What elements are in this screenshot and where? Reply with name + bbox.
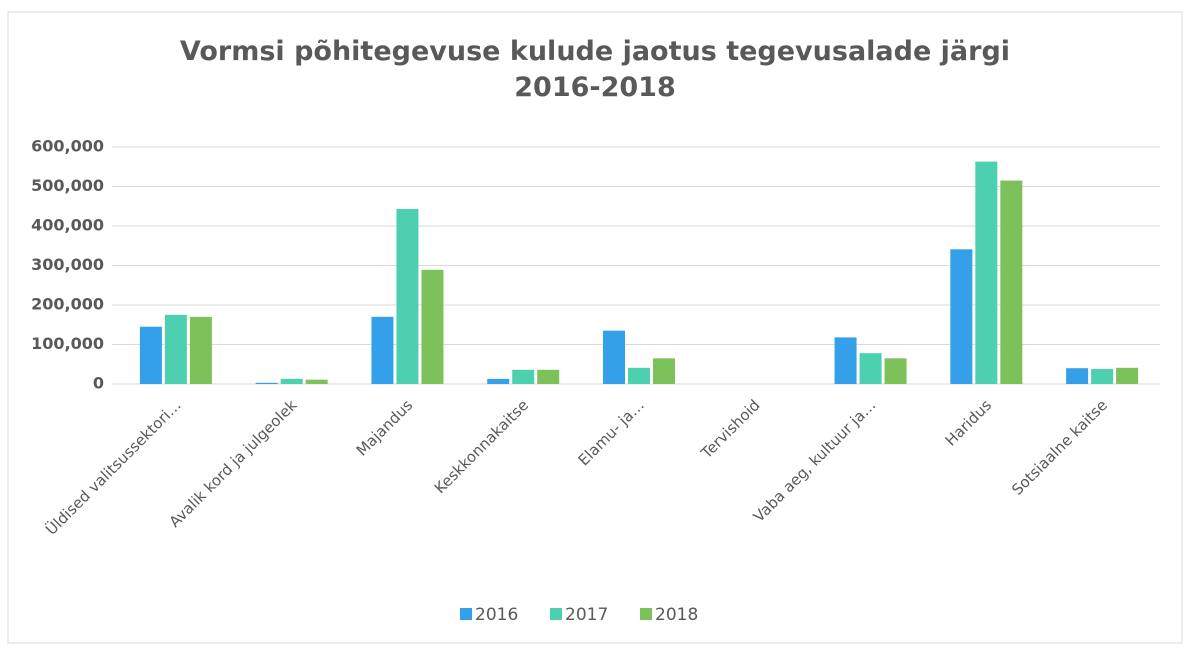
bar [834,337,857,384]
bar [603,330,625,384]
bar [1116,367,1139,384]
y-tick-label: 300,000 [31,255,104,274]
legend-label: 2017 [565,605,608,625]
y-tick-label: 200,000 [31,295,104,314]
bar [305,379,328,384]
bar [189,316,212,384]
bar [139,326,162,384]
y-tick-label: 500,000 [31,176,104,195]
bar [164,314,187,384]
bar [975,161,998,384]
bar [1091,368,1114,384]
bar [628,367,650,384]
legend-swatch [550,608,562,620]
bar [421,269,444,384]
bar [487,378,510,384]
bar [280,378,303,384]
chart-title: Vormsi põhitegevuse kulude jaotus tegevu… [180,36,1010,67]
bar [255,382,278,384]
bar [859,353,882,384]
legend-label: 2018 [655,605,698,625]
legend-swatch [460,608,472,620]
bar [884,358,907,384]
y-tick-label: 600,000 [31,137,104,156]
bar [1066,368,1089,384]
y-tick-label: 0 [93,374,104,393]
chart-subtitle: 2016-2018 [514,72,676,103]
bar [512,369,535,384]
y-tick-label: 400,000 [31,216,104,235]
bar [1000,180,1023,384]
bar [653,358,675,384]
bar [371,316,394,384]
legend-label: 2016 [475,605,518,625]
bar [396,209,419,384]
y-tick-label: 100,000 [31,334,104,353]
bar [950,249,973,384]
bar [537,369,560,384]
legend-swatch [640,608,652,620]
